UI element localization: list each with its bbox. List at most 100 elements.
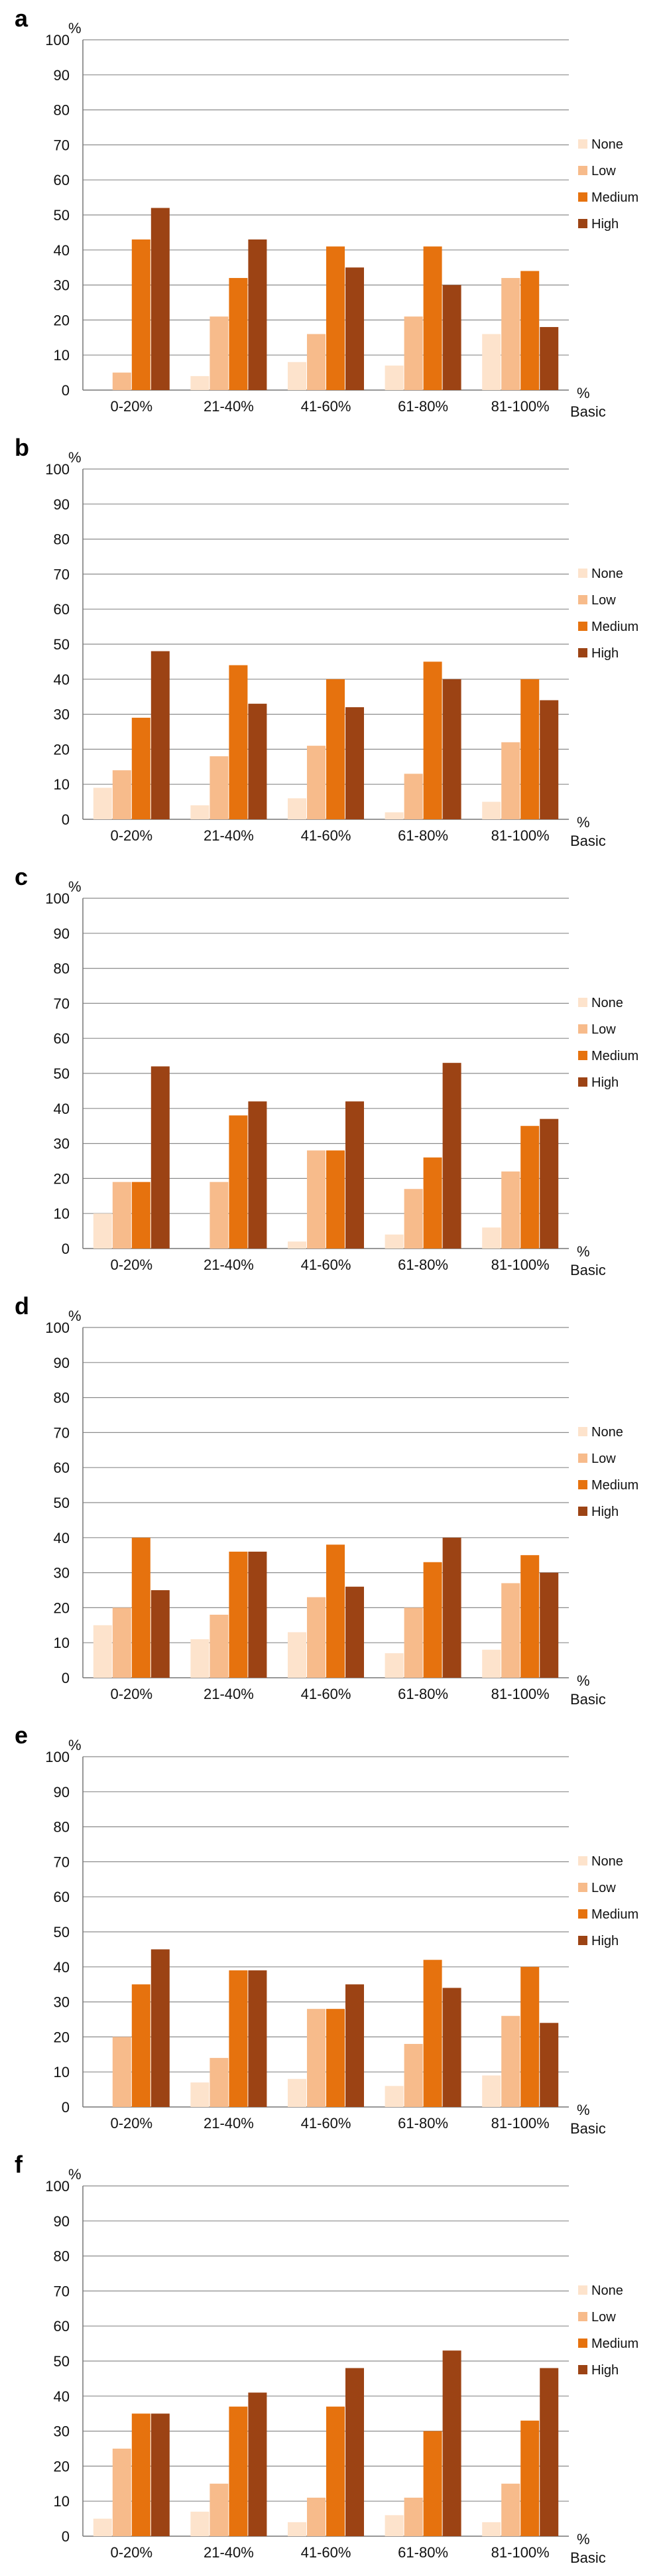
x-axis-unit: % bbox=[577, 1672, 590, 1689]
x-tick-label: 81-100% bbox=[491, 2544, 550, 2561]
bar-medium-2 bbox=[229, 1115, 248, 1249]
bar-none-4 bbox=[385, 2515, 404, 2536]
bar-medium-2 bbox=[229, 1551, 248, 1678]
bar-none-5 bbox=[482, 1649, 501, 1678]
y-tick-label: 70 bbox=[54, 1854, 70, 1870]
y-tick-label: 80 bbox=[54, 1390, 70, 1406]
bar-low-4 bbox=[404, 1189, 423, 1249]
legend-swatch-none bbox=[578, 998, 587, 1007]
bar-low-5 bbox=[501, 2483, 520, 2536]
x-axis-unit-basic: Basic bbox=[570, 2549, 606, 2566]
bar-high-2 bbox=[248, 1101, 267, 1249]
bar-low-5 bbox=[501, 742, 520, 819]
bar-high-5 bbox=[540, 1572, 559, 1678]
bar-none-3 bbox=[288, 2522, 306, 2536]
bar-high-2 bbox=[248, 1970, 267, 2107]
y-tick-label: 100 bbox=[45, 1320, 70, 1336]
legend-label-low: Low bbox=[591, 593, 616, 608]
bar-high-3 bbox=[345, 267, 364, 390]
bar-medium-2 bbox=[229, 1970, 248, 2107]
bar-low-3 bbox=[307, 2009, 326, 2107]
legend-label-medium: Medium bbox=[591, 1478, 638, 1493]
bar-low-1 bbox=[112, 2037, 131, 2107]
y-tick-label: 10 bbox=[54, 1205, 70, 1222]
y-tick-label: 90 bbox=[54, 67, 70, 84]
y-tick-label: 90 bbox=[54, 1784, 70, 1800]
x-tick-label: 0-20% bbox=[111, 1256, 153, 1273]
legend-label-high: High bbox=[591, 1934, 619, 1948]
bar-medium-4 bbox=[423, 1562, 442, 1678]
y-tick-label: 0 bbox=[62, 1241, 70, 1257]
chart-panel-d: d % 0 10 20 30 40 50 60 70 80 90 100 0-20% 21-40% 41-60… bbox=[15, 1292, 638, 1708]
x-tick-label: 21-40% bbox=[204, 2115, 254, 2132]
panel-label: b bbox=[15, 434, 29, 461]
y-tick-label: 60 bbox=[54, 601, 70, 618]
bar-low-3 bbox=[307, 2497, 326, 2536]
legend-swatch-medium bbox=[578, 622, 587, 631]
x-tick-label: 61-80% bbox=[398, 827, 448, 844]
bar-none-3 bbox=[288, 798, 306, 819]
bar-low-2 bbox=[210, 1614, 229, 1678]
y-tick-label: 20 bbox=[54, 1599, 70, 1616]
panel-label: a bbox=[15, 5, 29, 32]
bar-medium-1 bbox=[131, 239, 151, 390]
bar-low-3 bbox=[307, 334, 326, 390]
chart-panel-c: c % 0 10 20 30 40 50 60 70 80 90 100 0-20% 21-40% 41-60… bbox=[15, 863, 638, 1278]
chart-panel-b: b % 0 10 20 30 40 50 60 70 80 90 100 0-20% 21-40% 41-60… bbox=[15, 434, 638, 849]
y-tick-label: 40 bbox=[54, 1101, 70, 1117]
x-axis-unit: % bbox=[577, 2102, 590, 2118]
legend-label-high: High bbox=[591, 217, 619, 232]
y-tick-label: 30 bbox=[54, 1994, 70, 2011]
bar-none-2 bbox=[190, 1639, 210, 1678]
bar-high-2 bbox=[248, 703, 267, 819]
y-tick-label: 20 bbox=[54, 741, 70, 758]
bar-medium-5 bbox=[520, 679, 540, 819]
legend-swatch-none bbox=[578, 2285, 587, 2295]
x-tick-label: 21-40% bbox=[204, 1686, 254, 1702]
y-tick-label: 40 bbox=[54, 671, 70, 688]
bar-low-2 bbox=[210, 316, 229, 390]
bar-high-4 bbox=[442, 285, 461, 390]
bar-none-2 bbox=[190, 375, 210, 390]
y-axis-unit: % bbox=[68, 1737, 82, 1753]
x-tick-label: 61-80% bbox=[398, 2544, 448, 2561]
bar-none-5 bbox=[482, 2522, 501, 2536]
y-tick-label: 30 bbox=[54, 707, 70, 723]
y-tick-label: 0 bbox=[62, 1670, 70, 1686]
y-tick-label: 30 bbox=[54, 277, 70, 294]
legend-swatch-high bbox=[578, 1507, 587, 1516]
bar-high-5 bbox=[540, 1119, 559, 1249]
y-tick-label: 60 bbox=[54, 1030, 70, 1047]
bar-low-2 bbox=[210, 2058, 229, 2107]
y-tick-label: 20 bbox=[54, 312, 70, 328]
bar-high-3 bbox=[345, 707, 364, 819]
bar-none-5 bbox=[482, 334, 501, 390]
y-tick-label: 80 bbox=[54, 961, 70, 977]
bar-high-1 bbox=[151, 2413, 170, 2536]
legend-swatch-low bbox=[578, 595, 587, 604]
y-tick-label: 100 bbox=[45, 1749, 70, 1765]
bar-none-4 bbox=[385, 1234, 404, 1249]
y-tick-label: 0 bbox=[62, 382, 70, 399]
bar-high-4 bbox=[442, 679, 461, 819]
bar-high-1 bbox=[151, 1949, 170, 2107]
bar-medium-4 bbox=[423, 661, 442, 819]
y-tick-label: 40 bbox=[54, 2388, 70, 2405]
y-tick-label: 60 bbox=[54, 1459, 70, 1476]
legend-label-high: High bbox=[591, 2363, 619, 2378]
x-axis-unit-basic: Basic bbox=[570, 403, 606, 420]
y-tick-label: 40 bbox=[54, 1959, 70, 1976]
legend-label-none: None bbox=[591, 137, 623, 152]
y-axis-unit: % bbox=[68, 2166, 82, 2183]
legend-label-none: None bbox=[591, 2283, 623, 2298]
bar-low-1 bbox=[112, 770, 131, 819]
bar-none-4 bbox=[385, 366, 404, 390]
bar-none-1 bbox=[93, 787, 112, 819]
bar-low-3 bbox=[307, 1597, 326, 1678]
bar-high-3 bbox=[345, 1101, 364, 1249]
bar-medium-5 bbox=[520, 1966, 540, 2107]
legend-swatch-none bbox=[578, 1856, 587, 1865]
y-tick-label: 100 bbox=[45, 32, 70, 48]
x-tick-label: 81-100% bbox=[491, 1686, 550, 1702]
